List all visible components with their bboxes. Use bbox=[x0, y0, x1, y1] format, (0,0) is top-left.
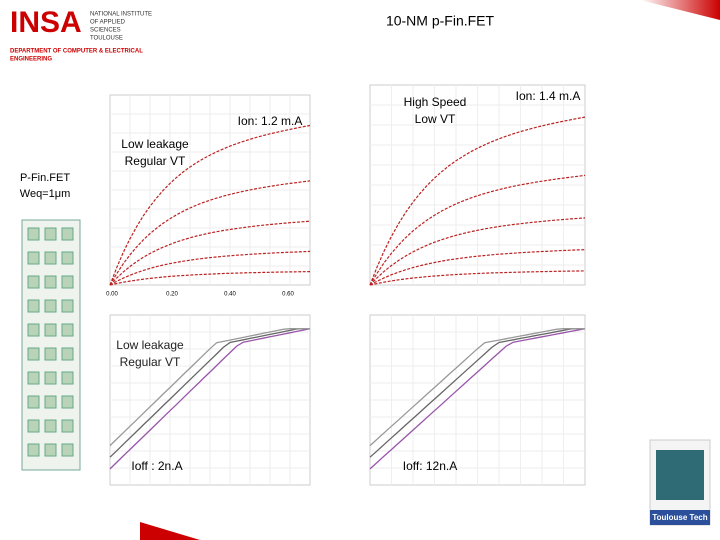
device-cell bbox=[44, 227, 57, 241]
device-cell bbox=[44, 251, 57, 265]
device-cell bbox=[27, 347, 40, 361]
line: OF APPLIED bbox=[90, 20, 126, 26]
device-cell bbox=[27, 227, 40, 241]
device-cell bbox=[44, 419, 57, 433]
line: NATIONAL INSTITUTE bbox=[90, 12, 152, 18]
logo: INSA bbox=[10, 6, 82, 39]
corner-accent bbox=[640, 0, 720, 20]
device-cell bbox=[44, 395, 57, 409]
curve bbox=[369, 217, 586, 286]
device-cell bbox=[61, 299, 74, 313]
device-cell bbox=[61, 323, 74, 337]
curve bbox=[369, 328, 585, 447]
curve bbox=[109, 124, 311, 286]
footer-band bbox=[650, 510, 710, 525]
x-tick-label: 0.20 bbox=[166, 292, 178, 298]
device-cell bbox=[44, 347, 57, 361]
device-cell bbox=[61, 419, 74, 433]
department: DEPARTMENT OF COMPUTER & ELECTRICAL bbox=[10, 49, 143, 55]
device-cell bbox=[27, 275, 40, 289]
footer-emblem bbox=[656, 450, 704, 500]
annotation: Ioff : 2n.A bbox=[131, 459, 182, 473]
device-cell bbox=[27, 419, 40, 433]
device-cell bbox=[61, 371, 74, 385]
device-cell bbox=[44, 299, 57, 313]
device-cell bbox=[27, 323, 40, 337]
label: Low leakage bbox=[116, 338, 184, 352]
curve bbox=[369, 328, 585, 458]
device-cell bbox=[61, 275, 74, 289]
curve bbox=[109, 180, 311, 286]
curve bbox=[369, 174, 586, 286]
device-cell bbox=[27, 299, 40, 313]
device-cell bbox=[61, 395, 74, 409]
device-label: P-Fin.FET bbox=[20, 172, 70, 184]
device-cell bbox=[27, 395, 40, 409]
label: Low VT bbox=[415, 112, 456, 126]
label: Regular VT bbox=[125, 154, 186, 168]
device-cell bbox=[44, 443, 57, 457]
device-cell bbox=[61, 443, 74, 457]
line: TOULOUSE bbox=[90, 36, 123, 42]
label: Low leakage bbox=[121, 137, 189, 151]
device-cell bbox=[61, 251, 74, 265]
label: Regular VT bbox=[120, 355, 181, 369]
x-tick-label: 0.00 bbox=[106, 292, 118, 298]
curve bbox=[369, 270, 586, 286]
annotation: Ion: 1.2 m.A bbox=[238, 114, 303, 128]
annotation: Ioff: 12n.A bbox=[403, 459, 458, 473]
device-cell bbox=[27, 371, 40, 385]
label: High Speed bbox=[404, 95, 467, 109]
curve bbox=[109, 220, 311, 286]
device-cell bbox=[44, 371, 57, 385]
curve bbox=[369, 116, 586, 286]
x-tick-label: 0.60 bbox=[282, 292, 294, 298]
annotation: Ion: 1.4 m.A bbox=[516, 89, 581, 103]
bottom-accent bbox=[140, 522, 200, 540]
device-cell bbox=[61, 227, 74, 241]
curve bbox=[109, 328, 310, 458]
device-cell bbox=[44, 275, 57, 289]
device-cell bbox=[27, 251, 40, 265]
curve bbox=[109, 328, 311, 470]
device-cell bbox=[44, 323, 57, 337]
device-cell bbox=[27, 443, 40, 457]
x-tick-label: 0.40 bbox=[224, 292, 236, 298]
curve bbox=[109, 250, 311, 286]
title: 10-NM p-Fin.FET bbox=[386, 13, 495, 29]
department: ENGINEERING bbox=[10, 57, 52, 63]
institute: NATIONAL INSTITUTE OF APPLIED SCIENCES T… bbox=[90, 12, 152, 42]
curve bbox=[109, 271, 311, 286]
device-label: Weq=1μm bbox=[20, 188, 70, 200]
curve bbox=[369, 328, 586, 470]
footer-logo-text: Toulouse Tech bbox=[652, 513, 707, 522]
curve bbox=[109, 328, 310, 447]
line: SCIENCES bbox=[90, 28, 121, 34]
device-cell bbox=[61, 347, 74, 361]
